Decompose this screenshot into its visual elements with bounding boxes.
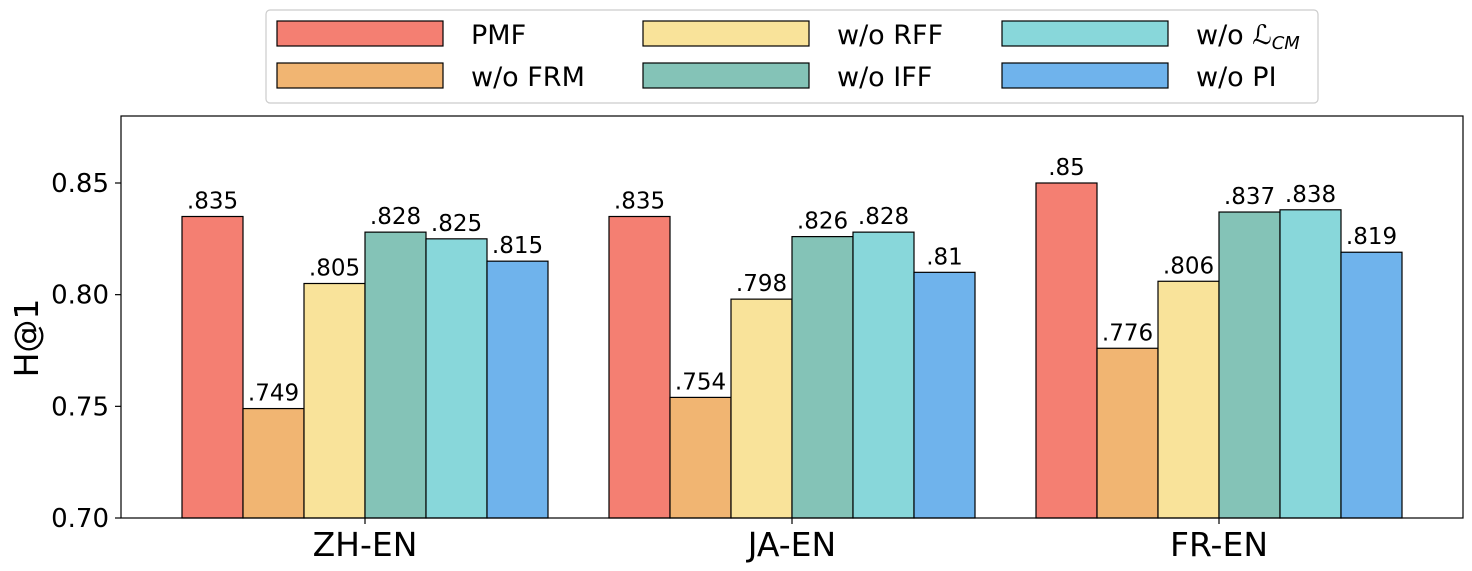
x-tick-label: ZH-EN [313,525,418,564]
bar [852,231,915,519]
bar [1035,182,1098,519]
bar [608,215,671,519]
bar-value-label: .749 [248,381,299,407]
bar-value-label: .835 [187,189,238,215]
bars [181,182,1403,519]
legend-label: w/o PI [1196,62,1277,93]
bar [730,298,793,519]
bar [669,396,732,519]
bar-value-label: .776 [1102,320,1153,346]
bar-value-label: .798 [736,271,787,297]
legend-swatch [276,62,444,89]
bar-value-label: .826 [797,209,848,235]
bar-value-label: .828 [858,204,909,230]
legend-label: w/o ℒCM [1196,20,1300,54]
legend-label: PMF [471,20,526,51]
bar-value-label: .815 [492,233,543,259]
bar [791,236,854,519]
x-axis: ZH-EN JA-EN FR-EN [313,518,1268,564]
y-axis: 0.70 0.75 0.80 0.85 [51,169,121,534]
legend-swatch [642,62,810,89]
bar-labels: .835 .835 .85 .749 .754 .776 .805 .798 .806 .828.… [187,155,1397,407]
y-axis-label: H@1 [7,299,46,378]
legend-swatch [642,20,810,47]
bar-value-label: .837 [1224,184,1275,210]
bar-value-label: .825 [431,211,482,237]
bar [1279,209,1342,519]
bar-value-label: .819 [1346,224,1397,250]
plot-frame [120,115,1464,519]
bar [425,238,488,519]
bar [913,271,976,519]
legend-label: w/o IFF [837,62,932,93]
bar [364,231,427,519]
bar [1096,347,1159,519]
legend-swatch [276,20,444,47]
legend-swatch [1001,62,1169,89]
x-tick-label: FR-EN [1170,525,1268,564]
bar [242,407,305,519]
bar [303,282,366,519]
legend-label: w/o RFF [837,20,943,51]
bar-value-label: .754 [675,369,726,395]
x-tick-label: JA-EN [746,525,836,564]
legend-label: w/o FRM [471,62,585,93]
bar-value-label: .835 [614,189,665,215]
bar [1157,280,1220,519]
bar-value-label: .806 [1163,253,1214,279]
bar-value-label: .85 [1048,155,1085,181]
y-tick-label: 0.70 [51,504,109,534]
bar-value-label: .828 [370,204,421,230]
bar [1218,211,1281,519]
bar-value-label: .805 [309,256,360,282]
y-tick-label: 0.75 [51,392,109,422]
legend-swatch [1001,20,1169,47]
bar [1340,251,1403,519]
legend: PMF w/o FRM w/o RFF w/o IFF w/o ℒCM w/o PI [265,9,1319,104]
bar [486,260,549,519]
bar-value-label: .81 [926,244,963,270]
y-tick-label: 0.80 [51,281,109,311]
y-tick-label: 0.85 [51,169,109,199]
bar [181,215,244,519]
bar-value-label: .838 [1285,182,1336,208]
